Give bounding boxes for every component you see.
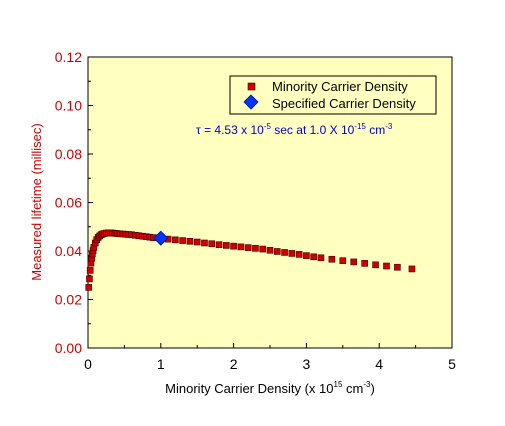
data-point-minority — [186, 238, 194, 245]
data-point-minority — [339, 257, 347, 265]
y-tick-label: 0.00 — [55, 340, 82, 356]
data-point-minority — [208, 240, 216, 248]
data-point-minority — [281, 249, 288, 256]
y-tick-label: 0.06 — [55, 195, 82, 211]
tau-annotation: τ = 4.53 x 10-5 sec at 1.0 X 10-15 cm-3 — [196, 122, 393, 137]
y-tick-label: 0.10 — [55, 98, 82, 114]
data-point-minority — [394, 263, 401, 271]
data-point-minority — [179, 237, 186, 244]
data-point-minority — [295, 251, 303, 258]
y-axis-label: Measured lifetime (millisec) — [29, 123, 44, 280]
data-point-minority — [310, 253, 317, 261]
x-tick-label: 1 — [157, 356, 165, 372]
data-point-minority — [383, 262, 390, 270]
data-point-minority — [259, 245, 267, 253]
legend-marker-minority — [247, 82, 256, 91]
y-tick-label: 0.04 — [55, 243, 82, 259]
data-point-minority — [86, 267, 94, 274]
x-axis: 0 1 2 3 4 5 — [84, 343, 456, 372]
x-tick-label: 0 — [84, 356, 92, 372]
y-axis: 0.00 0.02 0.04 0.06 0.08 0.10 0.12 — [55, 49, 93, 356]
series-markers — [85, 229, 416, 291]
data-point-minority — [237, 243, 245, 251]
data-point-minority — [215, 241, 223, 248]
data-point-minority — [223, 242, 230, 249]
legend-label-specified: Specified Carrier Density — [272, 96, 416, 111]
data-point-minority — [317, 254, 325, 262]
data-point-minority — [85, 284, 93, 291]
data-point-minority — [303, 252, 310, 259]
y-tick-label: 0.02 — [55, 292, 82, 308]
data-point-minority — [244, 244, 252, 251]
data-point-minority — [252, 245, 259, 252]
y-tick-label: 0.08 — [55, 146, 82, 162]
data-point-minority — [193, 238, 201, 246]
legend-marker-specified — [243, 94, 259, 110]
legend-box — [229, 75, 437, 115]
x-tick-label: 4 — [375, 356, 383, 372]
data-point-minority — [372, 261, 379, 269]
legend-label-minority: Minority Carrier Density — [272, 79, 408, 94]
data-point-minority — [230, 242, 237, 250]
data-point-minority — [86, 275, 93, 283]
data-point-minority — [328, 255, 336, 263]
y-tick-label: 0.12 — [55, 49, 82, 65]
data-point-specified — [153, 230, 169, 246]
data-point-minority — [266, 246, 274, 254]
data-point-minority — [361, 260, 368, 267]
data-point-minority — [288, 250, 296, 257]
data-point-minority — [408, 265, 416, 273]
data-point-minority — [201, 239, 208, 247]
data-point-minority — [172, 236, 179, 244]
legend: Minority Carrier Density Specified Carri… — [229, 75, 437, 115]
data-point-minority — [273, 248, 281, 255]
x-tick-label: 3 — [303, 356, 311, 372]
x-tick-label: 2 — [230, 356, 238, 372]
x-tick-label: 5 — [448, 356, 456, 372]
x-axis-label: Minority Carrier Density (x 1015 cm-3) — [165, 380, 375, 396]
data-point-minority — [350, 258, 358, 266]
